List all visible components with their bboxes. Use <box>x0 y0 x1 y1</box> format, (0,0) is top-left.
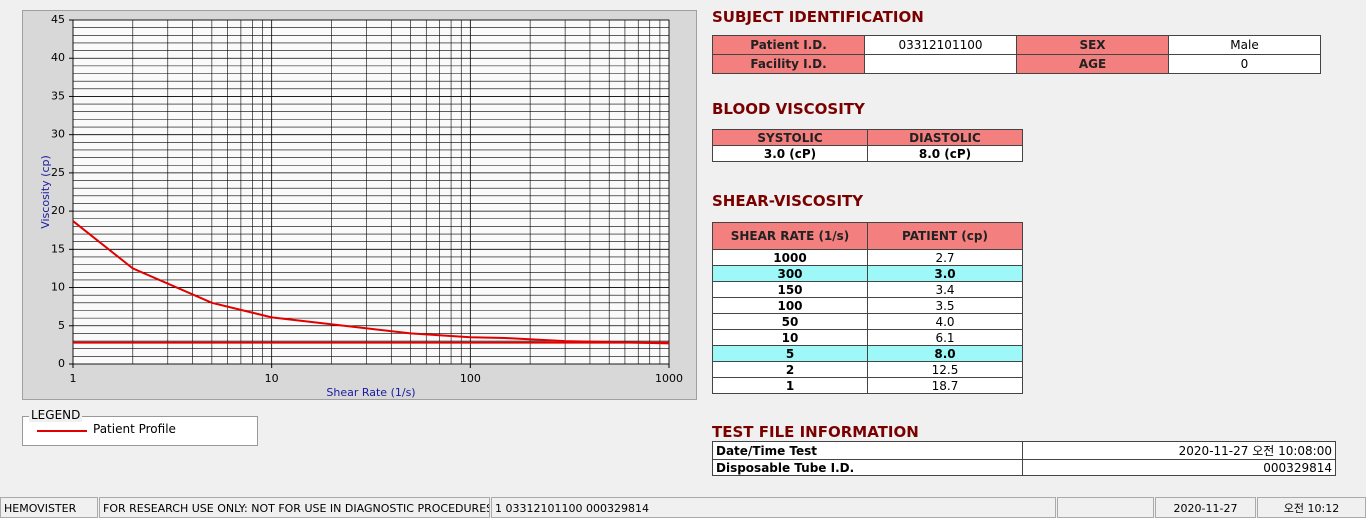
table-cell: Disposable Tube I.D. <box>712 459 1023 476</box>
y-tick-label: 10 <box>51 281 65 294</box>
status-cell <box>1057 497 1154 518</box>
y-tick-label: 5 <box>58 319 65 332</box>
y-tick-label: 30 <box>51 128 65 141</box>
x-tick-label: 1000 <box>655 372 683 385</box>
y-tick-label: 35 <box>51 89 65 102</box>
status-cell: 2020-11-27 <box>1155 497 1256 518</box>
y-tick-label: 45 <box>51 13 65 26</box>
table-cell: 150 <box>712 281 868 298</box>
table-row: 100 3.5 <box>712 297 1023 314</box>
table-cell: AGE <box>1016 54 1169 74</box>
table-cell: Male <box>1168 35 1321 55</box>
table-cell: 0 <box>1168 54 1321 74</box>
table-cell <box>864 54 1017 74</box>
legend-label: Patient Profile <box>93 422 176 436</box>
section-title: SHEAR-VISCOSITY <box>712 192 864 210</box>
section-title: BLOOD VISCOSITY <box>712 100 865 118</box>
table-row: 1 18.7 <box>712 377 1023 394</box>
legend: LEGEND Patient Profile <box>22 408 258 446</box>
table-cell: 50 <box>712 313 868 330</box>
table-cell: 1000 <box>712 249 868 266</box>
table-cell: Date/Time Test <box>712 441 1023 460</box>
table-cell: 2 <box>712 361 868 378</box>
table-cell: 300 <box>712 265 868 282</box>
table-cell: 18.7 <box>867 377 1023 394</box>
legend-title: LEGEND <box>29 408 83 422</box>
plot-area <box>72 19 670 365</box>
table-row: 5 8.0 <box>712 345 1023 362</box>
table-row: Date/Time Test 2020-11-27 오전 10:08:00 <box>712 441 1336 460</box>
table-cell: 03312101100 <box>864 35 1017 55</box>
x-tick-label: 10 <box>265 372 279 385</box>
table-row: Patient I.D. 03312101100 SEX Male <box>712 35 1321 55</box>
chart-panel: 0 5 10 15 20 25 30 35 40 45 1 10 100 1000 Viscosity (c… <box>22 10 697 400</box>
table-cell: 12.5 <box>867 361 1023 378</box>
x-tick-label: 1 <box>70 372 77 385</box>
table: SHEAR RATE (1/s) PATIENT (cp) 1000 2.7 300 3.… <box>712 222 1023 394</box>
data-line <box>72 220 670 345</box>
table-cell: 5 <box>712 345 868 362</box>
y-tick-label: 40 <box>51 51 65 64</box>
table: SYSTOLIC DIASTOLIC 3.0 (cP) 8.0 (cP) <box>712 129 1023 162</box>
status-cell: HEMOVISTER <box>0 497 98 518</box>
legend-swatch <box>37 430 87 432</box>
status-cell: 오전 10:12 <box>1257 497 1366 518</box>
y-tick-label: 25 <box>51 166 65 179</box>
table-cell: SHEAR RATE (1/s) <box>712 222 868 250</box>
table-cell: Facility I.D. <box>712 54 865 74</box>
status-cell: FOR RESEARCH USE ONLY: NOT FOR USE IN DI… <box>99 497 490 518</box>
table-row: Disposable Tube I.D. 000329814 <box>712 459 1336 476</box>
table-cell: 3.4 <box>867 281 1023 298</box>
table-row: 150 3.4 <box>712 281 1023 298</box>
table-cell: 3.0 (cP) <box>712 145 868 162</box>
table-row: 2 12.5 <box>712 361 1023 378</box>
table-cell: SEX <box>1016 35 1169 55</box>
table-cell: 8.0 <box>867 345 1023 362</box>
x-axis-label: Shear Rate (1/s) <box>326 386 415 399</box>
table-cell: 2.7 <box>867 249 1023 266</box>
table-row: SYSTOLIC DIASTOLIC <box>712 129 1023 146</box>
table-cell: DIASTOLIC <box>867 129 1023 146</box>
section-title: SUBJECT IDENTIFICATION <box>712 8 924 26</box>
table-row: 10 6.1 <box>712 329 1023 346</box>
table-cell: 2020-11-27 오전 10:08:00 <box>1022 441 1336 460</box>
table-cell: Patient I.D. <box>712 35 865 55</box>
table-cell: 8.0 (cP) <box>867 145 1023 162</box>
table-cell: 000329814 <box>1022 459 1336 476</box>
table-row: 1000 2.7 <box>712 249 1023 266</box>
status-bar: HEMOVISTER FOR RESEARCH USE ONLY: NOT FOR… <box>0 497 1366 518</box>
table-row: 50 4.0 <box>712 313 1023 330</box>
table-cell: 4.0 <box>867 313 1023 330</box>
table-row: SHEAR RATE (1/s) PATIENT (cp) <box>712 222 1023 250</box>
section-title: TEST FILE INFORMATION <box>712 423 919 441</box>
y-tick-label: 0 <box>58 357 65 370</box>
table-row: 3.0 (cP) 8.0 (cP) <box>712 145 1023 162</box>
table: Date/Time Test 2020-11-27 오전 10:08:00 Disp… <box>712 441 1336 476</box>
table-cell: 10 <box>712 329 868 346</box>
table-cell: 100 <box>712 297 868 314</box>
table: Patient I.D. 03312101100 SEX Male Facility I… <box>712 35 1321 74</box>
table-cell: 6.1 <box>867 329 1023 346</box>
y-tick-label: 20 <box>51 204 65 217</box>
table-cell: 3.0 <box>867 265 1023 282</box>
x-tick-label: 100 <box>460 372 481 385</box>
table-cell: 3.5 <box>867 297 1023 314</box>
y-axis-label: Viscosity (cp) <box>39 155 52 229</box>
status-cell: 1 03312101100 000329814 <box>491 497 1056 518</box>
table-cell: 1 <box>712 377 868 394</box>
table-row: Facility I.D. AGE 0 <box>712 54 1321 74</box>
table-cell: SYSTOLIC <box>712 129 868 146</box>
y-tick-label: 15 <box>51 242 65 255</box>
table-row: 300 3.0 <box>712 265 1023 282</box>
chart: 0 5 10 15 20 25 30 35 40 45 1 10 100 1000 Viscosity (c… <box>39 13 683 399</box>
table-cell: PATIENT (cp) <box>867 222 1023 250</box>
